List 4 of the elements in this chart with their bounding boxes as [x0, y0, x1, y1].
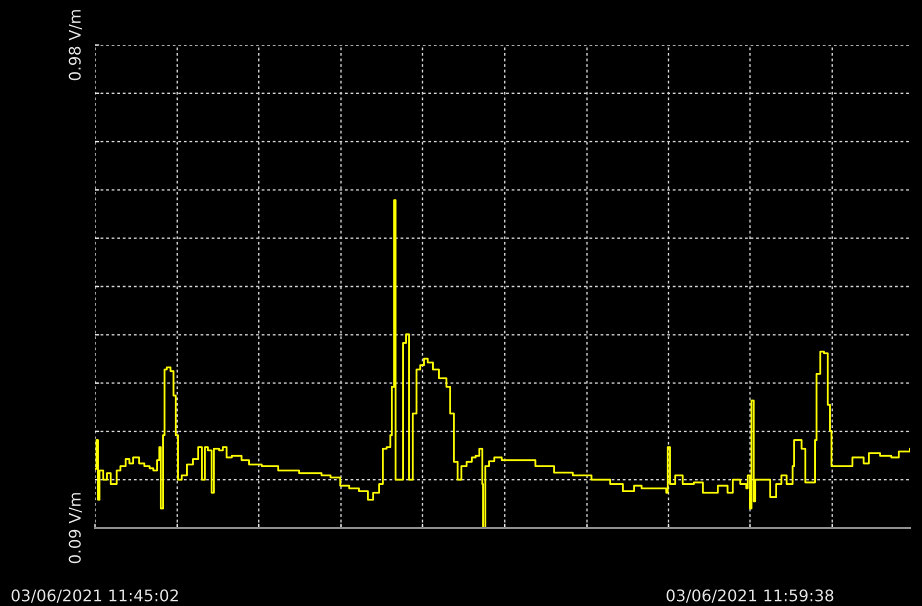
y-tick-label: 0.09 V/m	[68, 493, 82, 564]
x-tick-label: 03/06/2021 11:59:38	[666, 589, 834, 603]
y-tick-label: 0.98 V/m	[68, 10, 82, 80]
x-tick-label: 03/06/2021 11:45:02	[12, 589, 178, 603]
